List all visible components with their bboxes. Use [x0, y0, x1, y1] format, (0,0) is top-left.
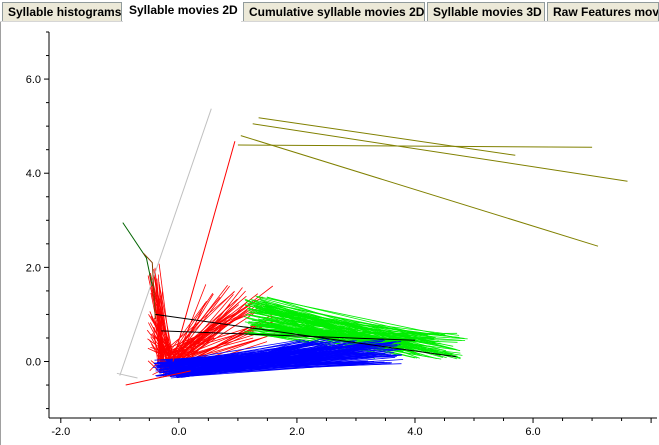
y-tick-label: 2.0	[26, 262, 41, 274]
trajectory-green	[264, 306, 421, 337]
trajectory-blue	[166, 353, 392, 377]
syllable-movie-chart: -2.0 0.0 2.0 4.0 6.0 0.0 2.0 4.0 6.0	[26, 31, 657, 438]
trajectory-blue	[180, 361, 385, 378]
x-tick-label: 6.0	[525, 426, 540, 438]
trajectory-green	[247, 333, 414, 352]
trajectory-red	[151, 278, 173, 360]
trajectory-red	[162, 316, 237, 356]
trajectory-blue	[162, 354, 354, 367]
tab-raw-features-movies[interactable]: Raw Features mov	[547, 2, 659, 21]
trajectory-green	[257, 310, 440, 336]
trajectory-blue	[176, 346, 356, 374]
y-tick-label: 0.0	[26, 357, 41, 369]
series-line-black	[161, 330, 416, 341]
series-line-olive	[240, 135, 599, 247]
series-line-black	[155, 313, 457, 358]
x-tick-label: -2.0	[51, 426, 70, 438]
tab-syllable-movies-2d[interactable]: Syllable movies 2D	[123, 0, 241, 22]
x-tick-label: 4.0	[407, 426, 422, 438]
trajectory-red	[169, 300, 207, 352]
trajectory-blue	[176, 357, 325, 372]
trajectory-green	[266, 310, 375, 339]
trajectory-red	[167, 295, 247, 363]
trajectory-green	[253, 325, 468, 340]
trajectory-green	[258, 316, 441, 343]
trajectory-blue	[157, 352, 377, 363]
trajectory-red	[165, 292, 214, 363]
series-line-gray	[116, 372, 138, 379]
trajectory-red	[153, 326, 159, 369]
trajectory-blue	[167, 342, 321, 366]
trajectory-green	[257, 320, 414, 347]
trajectory-green	[253, 327, 408, 343]
series-line-olive	[252, 123, 628, 182]
series-line-red	[172, 141, 236, 362]
trajectory-red	[175, 298, 238, 355]
trajectory-green	[258, 311, 465, 339]
trajectory-red	[147, 338, 170, 355]
trajectory-blue	[157, 340, 309, 366]
series-line-darkgreen	[122, 222, 153, 287]
trajectory-blue	[164, 354, 378, 374]
trajectory-blue	[164, 344, 315, 364]
trajectory-red	[177, 285, 230, 356]
trajectory-red	[149, 274, 164, 354]
series-line-gray	[119, 108, 212, 376]
trajectory-green	[261, 303, 447, 359]
tab-bar: Syllable histograms Syllable movies 2D C…	[0, 0, 659, 22]
trajectory-red	[162, 284, 228, 371]
x-tick-label: 2.0	[289, 426, 304, 438]
y-tick-label: 6.0	[26, 74, 41, 86]
trajectory-red	[158, 291, 163, 361]
trajectory-green	[266, 296, 428, 337]
series-line-brown	[143, 252, 156, 320]
tab-syllable-histograms[interactable]: Syllable histograms	[2, 2, 122, 21]
trajectory-green	[248, 310, 421, 343]
trajectory-red	[171, 290, 235, 353]
trajectory-red	[154, 303, 169, 373]
tab-syllable-movies-3d[interactable]: Syllable movies 3D	[427, 2, 545, 21]
chart-area: -2.0 0.0 2.0 4.0 6.0 0.0 2.0 4.0 6.0	[0, 22, 659, 445]
tab-cumulative-syllable-movies-2d[interactable]: Cumulative syllable movies 2D	[243, 2, 425, 21]
trajectory-blue	[168, 344, 331, 372]
y-tick-label: 4.0	[26, 168, 41, 180]
series-line-red	[125, 370, 191, 386]
series-line-olive	[237, 144, 593, 148]
series-line-olive	[258, 117, 516, 156]
x-tick-label: 0.0	[171, 426, 186, 438]
trajectory-blue	[153, 362, 392, 365]
trajectory-green	[244, 304, 389, 335]
